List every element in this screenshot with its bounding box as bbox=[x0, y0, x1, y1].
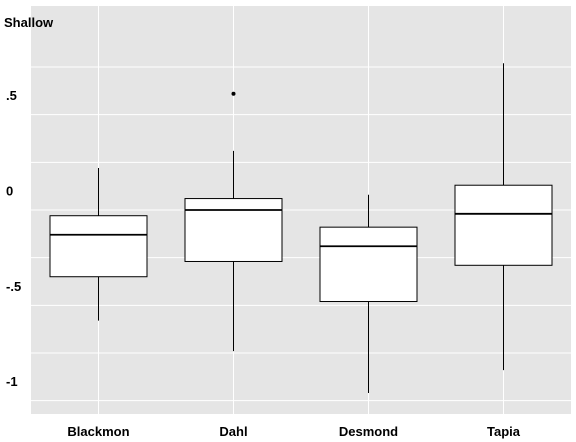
y-tick-label: .5 bbox=[6, 88, 17, 103]
box-body bbox=[49, 215, 148, 278]
box-body bbox=[184, 198, 283, 262]
box-series bbox=[49, 63, 553, 394]
y-tick-label: -.5 bbox=[6, 279, 21, 294]
y-tick-label: 0 bbox=[6, 183, 13, 198]
x-tick-label: Dahl bbox=[219, 424, 247, 439]
box-tapia bbox=[454, 63, 553, 371]
box-desmond bbox=[319, 194, 418, 394]
x-tick-label: Desmond bbox=[339, 424, 398, 439]
y-tick-label: -1 bbox=[6, 374, 18, 389]
box-body bbox=[319, 226, 418, 303]
box-body bbox=[454, 184, 553, 266]
x-axis-ticks: Blackmon Dahl Desmond Tapia bbox=[67, 424, 520, 439]
box-dahl bbox=[184, 91, 283, 352]
y-axis-ticks: .5 0 -.5 -1 bbox=[6, 88, 21, 389]
outlier-point bbox=[231, 91, 236, 96]
x-tick-label: Tapia bbox=[487, 424, 521, 439]
y-axis-label: Shallow bbox=[4, 15, 54, 30]
box-blackmon bbox=[49, 168, 148, 321]
x-tick-label: Blackmon bbox=[67, 424, 129, 439]
